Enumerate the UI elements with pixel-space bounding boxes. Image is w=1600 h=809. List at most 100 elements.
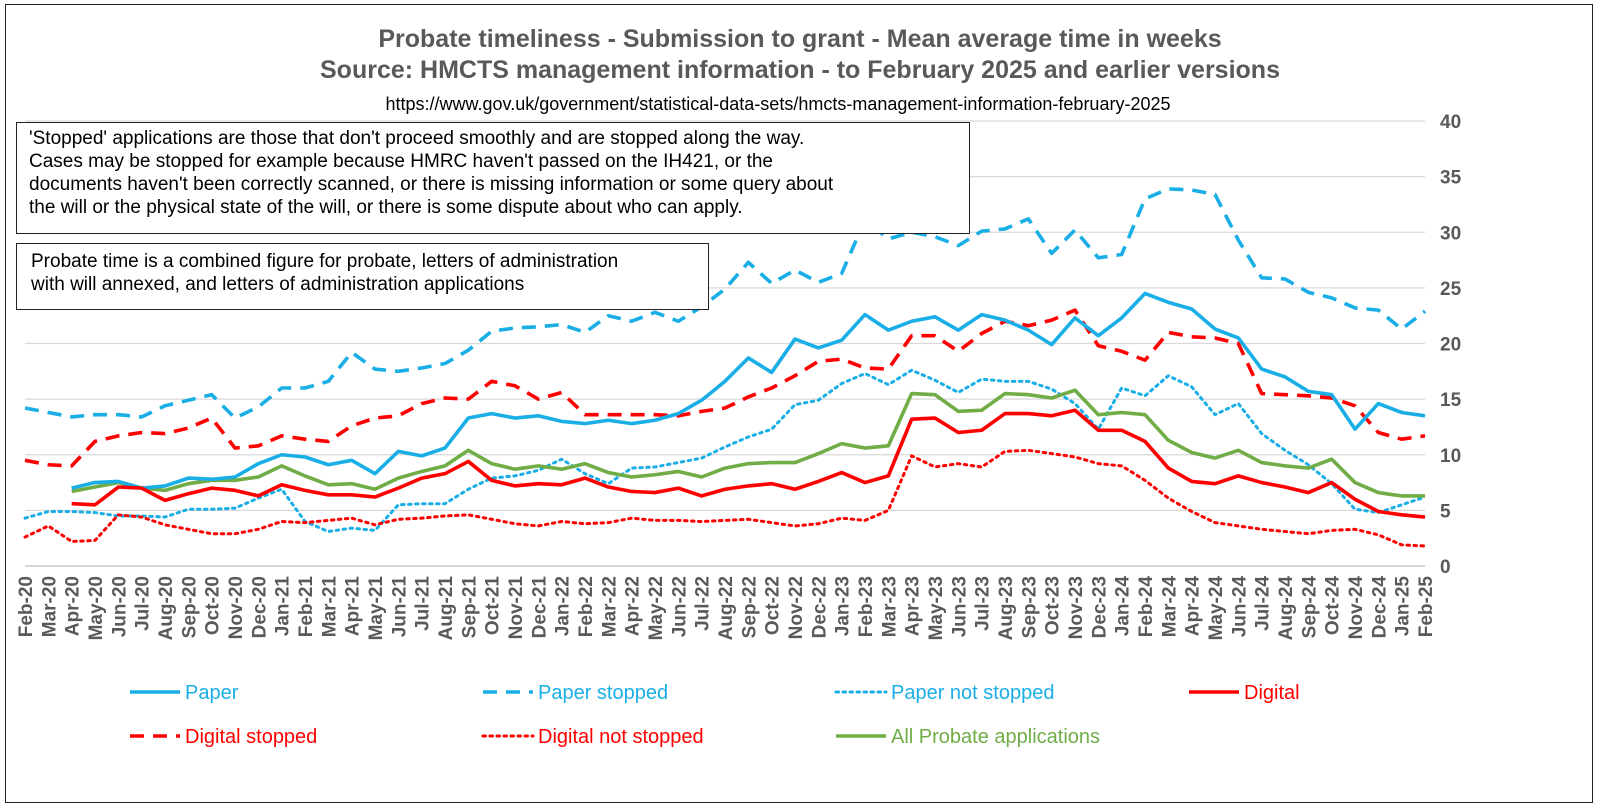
x-tick-label: Nov-24 [1346, 576, 1367, 640]
x-tick-label: Dec-20 [249, 576, 270, 638]
x-tick-label: Jan-24 [1113, 576, 1134, 637]
x-tick-label: Jul-20 [133, 576, 154, 631]
y-tick-label: 20 [1440, 335, 1461, 356]
chart-title-line-1: Probate timeliness - Submission to grant… [378, 25, 1221, 53]
x-tick-label: Oct-22 [763, 576, 784, 635]
stopped-applications-note: 'Stopped' applications are those that do… [16, 122, 970, 234]
x-tick-label: Jan-25 [1393, 576, 1414, 637]
note-line: the will or the physical state of the wi… [29, 197, 743, 218]
series-line-paper [71, 291, 1426, 490]
x-tick-label: Sep-23 [1019, 576, 1040, 638]
x-tick-label: Feb-20 [16, 576, 37, 637]
series-lines [23, 187, 1427, 548]
x-tick-label: Jun-20 [109, 576, 130, 637]
x-tick-label: Jul-22 [693, 576, 714, 631]
x-tick-label: Jul-21 [413, 576, 434, 631]
x-tick-label: Aug-21 [436, 576, 457, 641]
x-tick-label: Feb-21 [296, 576, 317, 638]
y-tick-label: 10 [1440, 446, 1461, 467]
x-tick-label: May-20 [86, 576, 107, 640]
x-tick-label: May-21 [366, 576, 387, 641]
x-tick-label: Jun-24 [1229, 576, 1250, 638]
y-tick-label: 35 [1440, 168, 1462, 189]
x-tick-label: Sep-20 [179, 576, 200, 638]
x-tick-label: Nov-21 [506, 576, 527, 640]
y-tick-label: 30 [1440, 223, 1461, 244]
x-tick-label: Feb-24 [1136, 576, 1157, 638]
x-tick-label: Feb-22 [576, 576, 597, 637]
x-tick-label: Sep-21 [459, 576, 480, 639]
y-tick-label: 40 [1440, 112, 1461, 133]
x-tick-label: Mar-23 [879, 576, 900, 637]
x-tick-label: Oct-20 [203, 576, 224, 635]
x-tick-label: Jan-23 [833, 576, 854, 636]
x-tick-label: Apr-23 [903, 576, 924, 636]
x-tick-label: Apr-21 [343, 576, 364, 637]
x-tick-label: Jan-21 [273, 576, 294, 637]
x-tick-label: Oct-23 [1043, 576, 1064, 635]
x-tick-label: Apr-22 [623, 576, 644, 636]
legend-label: Paper not stopped [891, 682, 1054, 704]
x-tick-label: Jul-24 [1253, 576, 1274, 631]
legend-label: Paper stopped [538, 682, 668, 704]
x-tick-label: Aug-22 [716, 576, 737, 640]
probate-time-note: Probate time is a combined figure for pr… [16, 243, 709, 310]
x-tick-label: May-24 [1206, 576, 1227, 641]
x-tick-label: Jun-23 [949, 576, 970, 637]
note-line: 'Stopped' applications are those that do… [29, 128, 805, 149]
legend-label: Paper [185, 682, 239, 704]
x-tick-label: Oct-21 [483, 576, 504, 636]
x-tick-label: Nov-22 [786, 576, 807, 639]
x-tick-label: Feb-23 [856, 576, 877, 637]
x-tick-label: Dec-21 [529, 576, 550, 639]
note-line: Cases may be stopped for example because… [29, 151, 773, 172]
x-tick-label: Sep-24 [1299, 576, 1320, 639]
x-tick-label: Oct-24 [1323, 576, 1344, 636]
x-tick-label: Aug-23 [996, 576, 1017, 640]
x-tick-label: Sep-22 [739, 576, 760, 638]
series-line-digital-not-stopped [23, 448, 1427, 548]
chart-title-line-2: Source: HMCTS management information - t… [320, 56, 1280, 84]
x-tick-label: Jun-21 [389, 576, 410, 638]
note-line: Probate time is a combined figure for pr… [31, 251, 619, 272]
x-tick-label: Dec-22 [809, 576, 830, 638]
x-tick-label: Apr-24 [1183, 576, 1204, 637]
x-tick-label: Mar-21 [319, 576, 340, 638]
legend-label: Digital stopped [185, 726, 317, 748]
x-tick-label: Apr-20 [63, 576, 84, 636]
y-tick-label: 0 [1440, 557, 1451, 578]
x-tick-label: Mar-24 [1159, 576, 1180, 638]
x-tick-label: Jun-22 [669, 576, 690, 637]
legend-label: Digital [1244, 682, 1300, 704]
y-tick-label: 25 [1440, 279, 1462, 300]
chart-frame [5, 4, 1593, 803]
chart-subtitle-url: https://www.gov.uk/government/statistica… [385, 94, 1170, 114]
x-tick-label: Aug-24 [1276, 576, 1297, 641]
x-axis-ticks: Feb-20 Mar-20 Apr-20 May-20 Jun-20 Jul-20 Aug-… [16, 576, 1437, 641]
legend: Paper Paper stopped Paper not stopped Digit… [130, 682, 1300, 748]
x-tick-label: Mar-22 [599, 576, 620, 637]
x-tick-label: Nov-20 [226, 576, 247, 639]
y-tick-label: 5 [1440, 501, 1451, 522]
x-tick-label: Dec-24 [1369, 576, 1390, 639]
note-line: documents haven't been correctly scanned… [29, 174, 834, 195]
note-line: with will annexed, and letters of admini… [31, 274, 525, 295]
series-line-all-probate-applications [71, 388, 1425, 498]
x-tick-label: May-22 [646, 576, 667, 640]
y-axis-ticks: 0 5 10 15 20 25 30 35 40 [1440, 112, 1462, 578]
x-tick-label: Nov-23 [1066, 576, 1087, 639]
x-tick-label: May-23 [926, 576, 947, 640]
legend-label: All Probate applications [891, 726, 1100, 748]
x-tick-label: Jan-22 [553, 576, 574, 636]
x-tick-label: Mar-20 [39, 576, 60, 637]
x-tick-label: Dec-23 [1089, 576, 1110, 638]
y-tick-label: 15 [1440, 390, 1462, 411]
series-line-paper-not-stopped [23, 368, 1427, 534]
series-line-digital-stopped [24, 308, 1426, 468]
legend-label: Digital not stopped [538, 726, 704, 748]
x-tick-label: Aug-20 [156, 576, 177, 640]
series-line-digital [71, 408, 1426, 519]
x-tick-label: Jul-23 [973, 576, 994, 631]
x-tick-label: Feb-25 [1416, 576, 1437, 638]
